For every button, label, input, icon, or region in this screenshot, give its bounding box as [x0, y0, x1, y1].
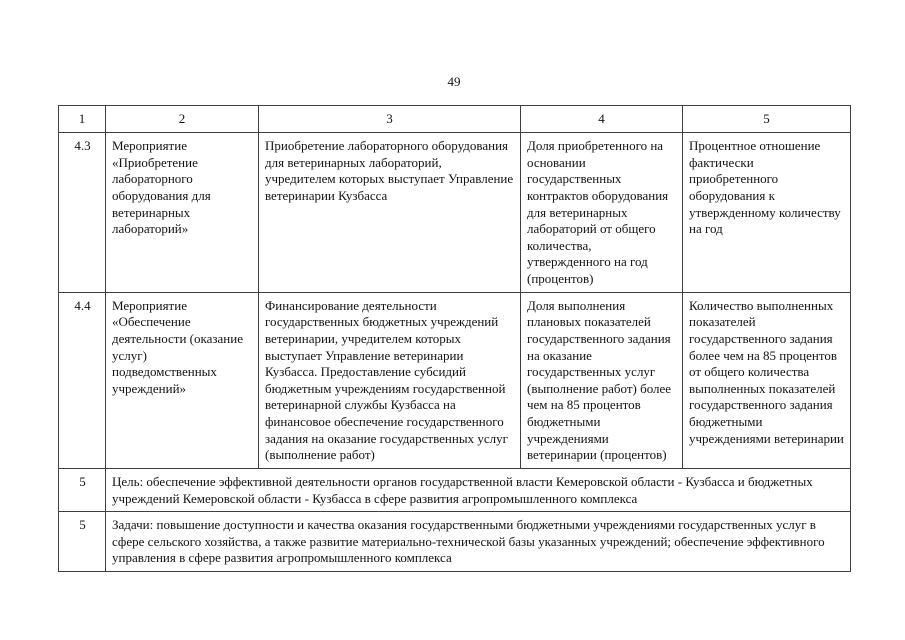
- measure-description-cell: Приобретение лабораторного оборудования …: [258, 132, 521, 293]
- row-number-cell: 5: [58, 467, 106, 513]
- header-cell-3: 3: [258, 105, 521, 133]
- indicator-cell: Доля выполнения плановых показателей гос…: [520, 291, 683, 469]
- tasks-text-cell: Задачи: повышение доступности и качества…: [105, 511, 851, 572]
- indicator-method-cell: Количество выполненных показателей госуд…: [682, 291, 851, 469]
- row-number-cell: 4.3: [58, 132, 106, 293]
- table-row-tasks: 5 Задачи: повышение доступности и качест…: [58, 511, 851, 572]
- measure-name-cell: Мероприятие «Приобретение лабораторного …: [105, 132, 259, 293]
- measure-description-cell: Финансирование деятельности государствен…: [258, 291, 521, 469]
- goal-text-cell: Цель: обеспечение эффективной деятельнос…: [105, 467, 851, 513]
- row-number-cell: 5: [58, 511, 106, 572]
- indicator-cell: Доля приобретенного на основании государ…: [520, 132, 683, 293]
- header-cell-2: 2: [105, 105, 259, 133]
- page-number: 49: [447, 74, 461, 89]
- indicator-method-cell: Процентное отношение фактически приобрет…: [682, 132, 851, 293]
- program-measures-table: 1 2 3 4 5 4.3 Мероприятие «Приобретение …: [58, 105, 851, 572]
- header-cell-4: 4: [520, 105, 683, 133]
- header-cell-1: 1: [58, 105, 106, 133]
- table-header-row: 1 2 3 4 5: [58, 105, 851, 133]
- header-cell-5: 5: [682, 105, 851, 133]
- table-row-4-4: 4.4 Мероприятие «Обеспечение деятельност…: [58, 291, 851, 469]
- row-number-cell: 4.4: [58, 291, 106, 469]
- table-row-4-3: 4.3 Мероприятие «Приобретение лабораторн…: [58, 132, 851, 293]
- table-row-goal: 5 Цель: обеспечение эффективной деятельн…: [58, 467, 851, 513]
- measure-name-cell: Мероприятие «Обеспечение деятельности (о…: [105, 291, 259, 469]
